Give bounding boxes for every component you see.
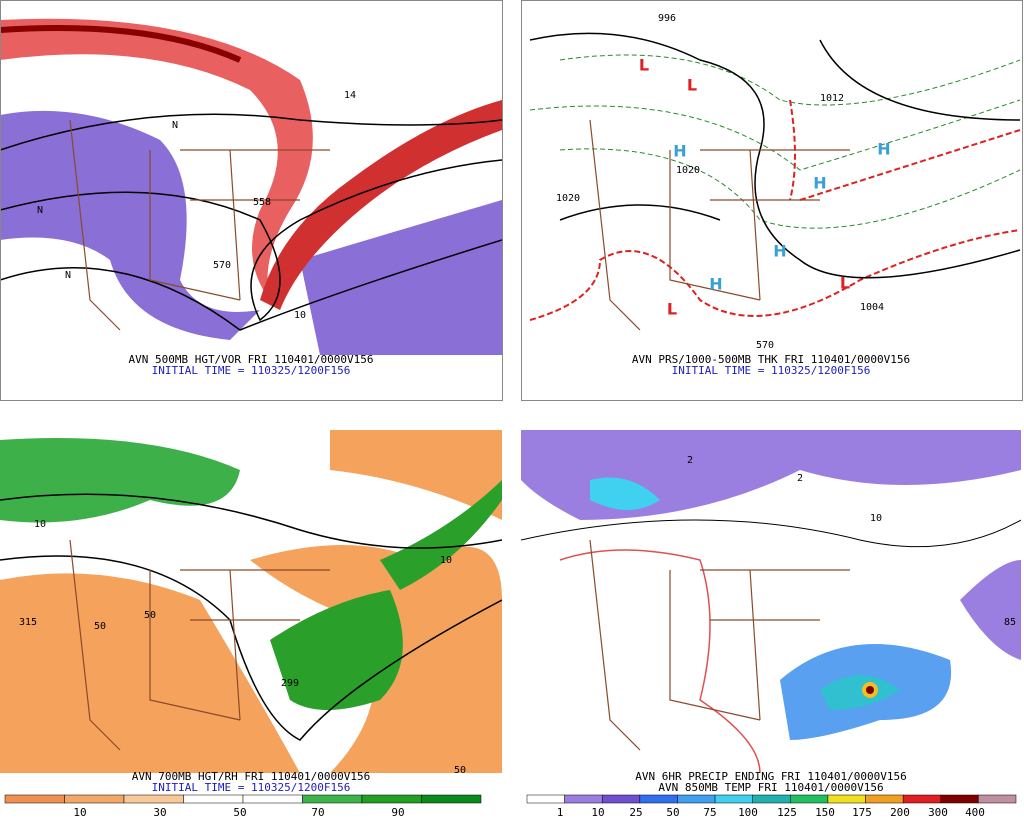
colorbar-segment	[4, 794, 65, 804]
contour-label: 2	[797, 473, 803, 484]
colorbar-segment	[865, 794, 904, 804]
contour-label: 2	[687, 455, 693, 466]
contour-label: 558	[253, 197, 271, 208]
colorbar-segment	[526, 794, 565, 804]
contour-label: 996	[658, 13, 676, 24]
contour-label: 85	[1004, 617, 1016, 628]
contour-label: 10	[34, 519, 46, 530]
contour-label: 570	[756, 340, 774, 351]
pressure-center: H	[813, 174, 826, 193]
map-precip	[521, 430, 1021, 773]
contour-label: 1020	[676, 165, 700, 176]
colorbar-segment	[940, 794, 979, 804]
caption-line: INITIAL TIME = 110325/1200F156	[152, 364, 351, 377]
contour-label: N	[65, 270, 71, 281]
colorbar-label: 100	[738, 806, 758, 819]
contour-label: N	[172, 120, 178, 131]
caption-line: AVN PRS/1000-500MB THK FRI 110401/0000V1…	[632, 353, 910, 366]
colorbar-segment	[302, 794, 363, 804]
pressure-center: L	[667, 300, 677, 319]
caption-line: AVN 500MB HGT/VOR FRI 110401/0000V156	[128, 353, 373, 366]
colorbar-segment	[790, 794, 829, 804]
pressure-center: H	[709, 275, 722, 294]
contour-label: N	[37, 205, 43, 216]
contour-label: 50	[94, 621, 106, 632]
colorbar-label: 150	[815, 806, 835, 819]
contour-label: 315	[19, 617, 37, 628]
colorbar-segment	[123, 794, 184, 804]
pressure-center: H	[877, 140, 890, 159]
colorbar-label: 75	[703, 806, 716, 819]
contour-label: 1004	[860, 302, 884, 313]
colorbar-segment	[677, 794, 716, 804]
caption-line: INITIAL TIME = 110325/1200F156	[672, 364, 871, 377]
contour-label: 14	[344, 90, 356, 101]
contour-label: 1020	[556, 193, 580, 204]
colorbar-segment	[902, 794, 942, 804]
contour-label: 10	[440, 555, 452, 566]
pressure-center: L	[639, 56, 649, 75]
colorbar-segment	[714, 794, 753, 804]
colorbar-label: 90	[391, 806, 404, 819]
caption-line: INITIAL TIME = 110325/1200F156	[152, 781, 351, 794]
caption-line: AVN 6HR PRECIP ENDING FRI 110401/0000V15…	[635, 770, 907, 783]
contour-label: 570	[213, 260, 231, 271]
colorbar-label: 1	[557, 806, 564, 819]
caption-line: AVN 700MB HGT/RH FRI 110401/0000V156	[132, 770, 370, 783]
colorbar-segment	[601, 794, 641, 804]
map-500mb	[0, 12, 502, 355]
frames	[0, 0, 1023, 401]
contour-label: 50	[144, 610, 156, 621]
colorbar-segment	[639, 794, 678, 804]
colorbar-label: 10	[591, 806, 604, 819]
map-700mb	[0, 430, 502, 773]
colorbar-segment	[242, 794, 303, 804]
pressure-center: H	[673, 142, 686, 161]
contour-label: 50	[454, 765, 466, 776]
colorbar-label: 25	[629, 806, 642, 819]
colorbar-label: 125	[777, 806, 797, 819]
colorbar-segment	[827, 794, 866, 804]
pressure-center: L	[687, 76, 697, 95]
map-pressure	[521, 12, 1021, 355]
contour-label: 299	[281, 678, 299, 689]
contour-label: 10	[870, 513, 882, 524]
colorbar-segment	[64, 794, 125, 804]
colorbar-segment	[978, 794, 1017, 804]
pressure-center: L	[840, 274, 850, 293]
contour-label: 1012	[820, 93, 844, 104]
pressure-center: H	[773, 242, 786, 261]
contour-label: 10	[294, 310, 306, 321]
colorbar-label: 175	[852, 806, 872, 819]
colorbar-label: 10	[73, 806, 86, 819]
colorbar-segment	[564, 794, 603, 804]
colorbar-segment	[421, 794, 482, 804]
colorbar-segment	[752, 794, 791, 804]
colorbar-label: 200	[890, 806, 910, 819]
colorbar-segment	[361, 794, 422, 804]
colorbar-label: 70	[311, 806, 324, 819]
colorbar-label: 30	[153, 806, 166, 819]
colorbar-segment	[183, 794, 244, 804]
colorbar-label: 300	[928, 806, 948, 819]
colorbar-label: 50	[666, 806, 679, 819]
colorbar-label: 400	[965, 806, 985, 819]
caption-line: AVN 850MB TEMP FRI 110401/0000V156	[658, 781, 883, 794]
colorbar-label: 50	[233, 806, 246, 819]
